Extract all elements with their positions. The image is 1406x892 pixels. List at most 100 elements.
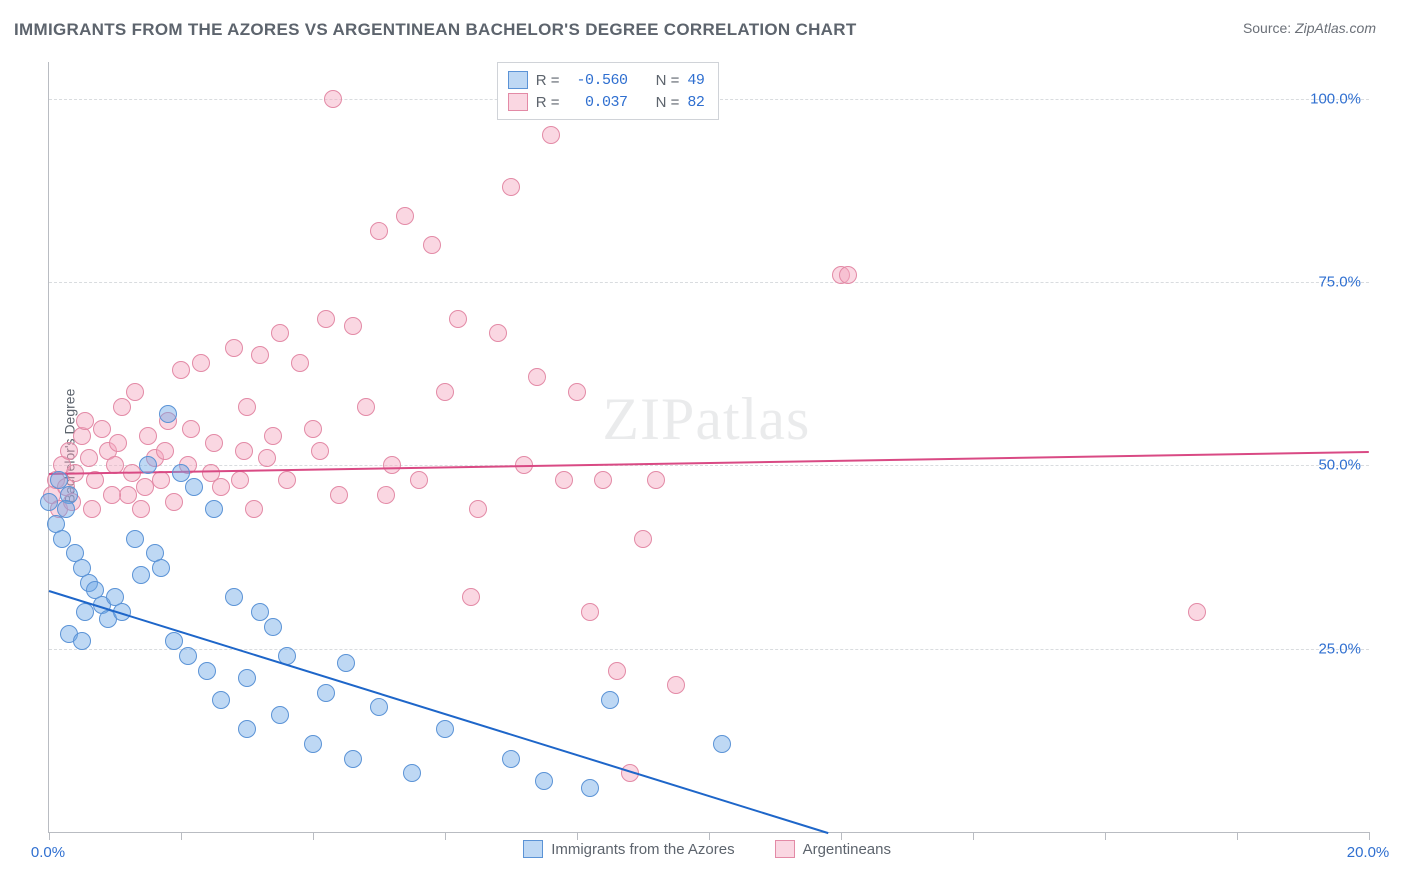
legend-n-label: N = [656, 72, 680, 89]
data-point-argentineans [238, 398, 256, 416]
data-point-argentineans [258, 449, 276, 467]
data-point-argentineans [1188, 603, 1206, 621]
data-point-argentineans [119, 486, 137, 504]
data-point-argentineans [542, 126, 560, 144]
x-tick-label: 0.0% [31, 844, 65, 861]
data-point-argentineans [103, 486, 121, 504]
data-point-azores [53, 530, 71, 548]
data-point-azores [132, 566, 150, 584]
data-point-azores [159, 405, 177, 423]
data-point-azores [264, 618, 282, 636]
y-tick-label: 25.0% [1318, 640, 1361, 657]
data-point-azores [225, 588, 243, 606]
data-point-azores [212, 691, 230, 709]
data-point-argentineans [291, 354, 309, 372]
x-tick [181, 832, 182, 840]
data-point-argentineans [202, 464, 220, 482]
data-point-azores [238, 720, 256, 738]
data-point-argentineans [317, 310, 335, 328]
data-point-argentineans [109, 434, 127, 452]
data-point-azores [317, 684, 335, 702]
data-point-argentineans [60, 442, 78, 460]
legend-n-value: 82 [687, 94, 704, 111]
data-point-argentineans [152, 471, 170, 489]
legend-swatch [775, 840, 795, 858]
x-tick [313, 832, 314, 840]
series-legend: Immigrants from the Azores Argentineans [523, 840, 891, 858]
legend-label: Argentineans [803, 841, 891, 858]
legend-n-label: N = [656, 94, 680, 111]
data-point-argentineans [489, 324, 507, 342]
data-point-argentineans [76, 412, 94, 430]
data-point-argentineans [396, 207, 414, 225]
data-point-argentineans [370, 222, 388, 240]
x-tick [1369, 832, 1370, 840]
x-tick-label: 20.0% [1347, 844, 1390, 861]
data-point-azores [271, 706, 289, 724]
data-point-argentineans [462, 588, 480, 606]
data-point-argentineans [647, 471, 665, 489]
data-point-argentineans [634, 530, 652, 548]
data-point-azores [198, 662, 216, 680]
x-tick [709, 832, 710, 840]
scatter-plot-area: 25.0%50.0%75.0%100.0% [48, 62, 1369, 833]
data-point-argentineans [278, 471, 296, 489]
data-point-azores [152, 559, 170, 577]
data-point-argentineans [182, 420, 200, 438]
trend-line-azores [49, 590, 828, 834]
data-point-azores [713, 735, 731, 753]
legend-swatch [523, 840, 543, 858]
source-label: Source: [1243, 20, 1295, 36]
data-point-argentineans [377, 486, 395, 504]
data-point-azores [57, 500, 75, 518]
data-point-argentineans [568, 383, 586, 401]
y-tick-label: 75.0% [1318, 274, 1361, 291]
data-point-azores [126, 530, 144, 548]
data-point-argentineans [608, 662, 626, 680]
correlation-legend: R =-0.560N =49R = 0.037N =82 [497, 62, 720, 120]
data-point-azores [403, 764, 421, 782]
data-point-azores [205, 500, 223, 518]
data-point-argentineans [423, 236, 441, 254]
data-point-argentineans [136, 478, 154, 496]
gridline [49, 282, 1369, 283]
legend-row: R = 0.037 N = 82 [508, 91, 705, 113]
data-point-azores [535, 772, 553, 790]
data-point-argentineans [93, 420, 111, 438]
gridline [49, 465, 1369, 466]
data-point-argentineans [251, 346, 269, 364]
data-point-argentineans [383, 456, 401, 474]
data-point-azores [76, 603, 94, 621]
data-point-argentineans [469, 500, 487, 518]
legend-r-label: R = [536, 72, 560, 89]
legend-n-value: 49 [687, 72, 704, 89]
legend-swatch [508, 71, 528, 89]
data-point-argentineans [264, 427, 282, 445]
chart-source: Source: ZipAtlas.com [1243, 20, 1376, 36]
data-point-argentineans [126, 383, 144, 401]
x-tick [445, 832, 446, 840]
gridline [49, 649, 1369, 650]
data-point-azores [436, 720, 454, 738]
data-point-argentineans [436, 383, 454, 401]
data-point-argentineans [132, 500, 150, 518]
data-point-argentineans [235, 442, 253, 460]
data-point-argentineans [205, 434, 223, 452]
legend-r-value: 0.037 [568, 94, 628, 111]
chart-title: IMMIGRANTS FROM THE AZORES VS ARGENTINEA… [14, 20, 857, 40]
data-point-azores [304, 735, 322, 753]
x-tick [577, 832, 578, 840]
y-tick-label: 50.0% [1318, 457, 1361, 474]
data-point-argentineans [502, 178, 520, 196]
data-point-azores [139, 456, 157, 474]
data-point-argentineans [192, 354, 210, 372]
data-point-azores [40, 493, 58, 511]
data-point-argentineans [212, 478, 230, 496]
data-point-argentineans [165, 493, 183, 511]
data-point-argentineans [581, 603, 599, 621]
legend-label: Immigrants from the Azores [551, 841, 734, 858]
data-point-argentineans [245, 500, 263, 518]
data-point-argentineans [139, 427, 157, 445]
legend-r-label: R = [536, 94, 560, 111]
data-point-argentineans [83, 500, 101, 518]
